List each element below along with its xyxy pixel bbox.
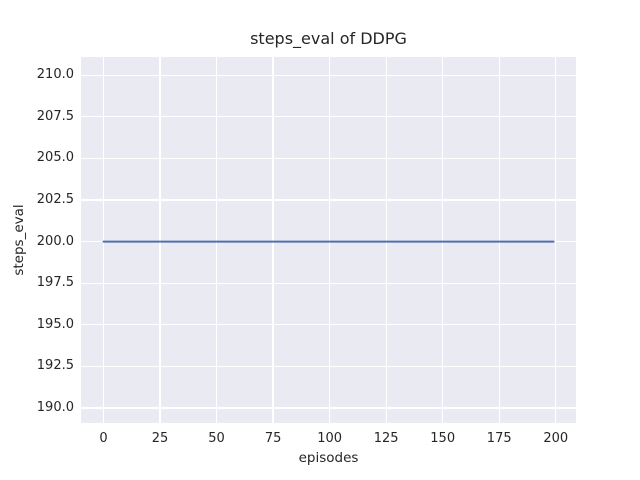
x-tick-label: 25	[151, 431, 169, 446]
x-tick-label: 200	[543, 431, 569, 446]
y-tick-label: 190.0	[36, 400, 74, 416]
gridline-vertical	[385, 57, 387, 423]
y-tick-label: 200.0	[36, 233, 74, 249]
gridline-vertical	[215, 57, 218, 423]
y-tick-label: 195.0	[36, 316, 74, 332]
plot-area	[81, 57, 576, 423]
y-tick-label: 210.0	[36, 67, 74, 83]
gridline-horizontal	[81, 365, 576, 368]
y-tick-label: 197.5	[36, 275, 74, 291]
gridline-horizontal	[81, 324, 576, 326]
x-tick-label: 100	[317, 431, 343, 446]
gridline-vertical	[329, 57, 331, 423]
gridline-vertical	[159, 57, 161, 423]
gridline-vertical	[272, 57, 274, 423]
gridline-vertical	[102, 57, 105, 423]
gridline-horizontal	[81, 407, 576, 409]
gridline-horizontal	[81, 199, 576, 201]
gridline-horizontal	[81, 282, 576, 284]
chart-title: steps_eval of DDPG	[250, 29, 407, 48]
gridline-vertical	[442, 57, 444, 423]
x-tick-label: 50	[208, 431, 225, 446]
y-tick-label: 207.5	[36, 108, 74, 124]
x-tick-label: 150	[430, 431, 456, 446]
x-tick-label: 175	[486, 431, 512, 446]
plot-svg	[102, 240, 555, 243]
x-tick-label: 125	[373, 431, 399, 446]
gridline-vertical	[555, 57, 557, 423]
x-tick-label: 75	[264, 431, 282, 446]
gridline-vertical	[498, 57, 500, 423]
gridline-horizontal	[81, 116, 576, 118]
gridline-horizontal	[81, 74, 576, 76]
y-tick-label: 205.0	[36, 150, 74, 166]
y-tick-label: 192.5	[36, 358, 74, 374]
x-axis-label: episodes	[298, 450, 359, 466]
x-tick-label: 0	[99, 431, 108, 446]
gridline-horizontal	[81, 157, 576, 160]
y-tick-label: 202.5	[36, 192, 74, 208]
